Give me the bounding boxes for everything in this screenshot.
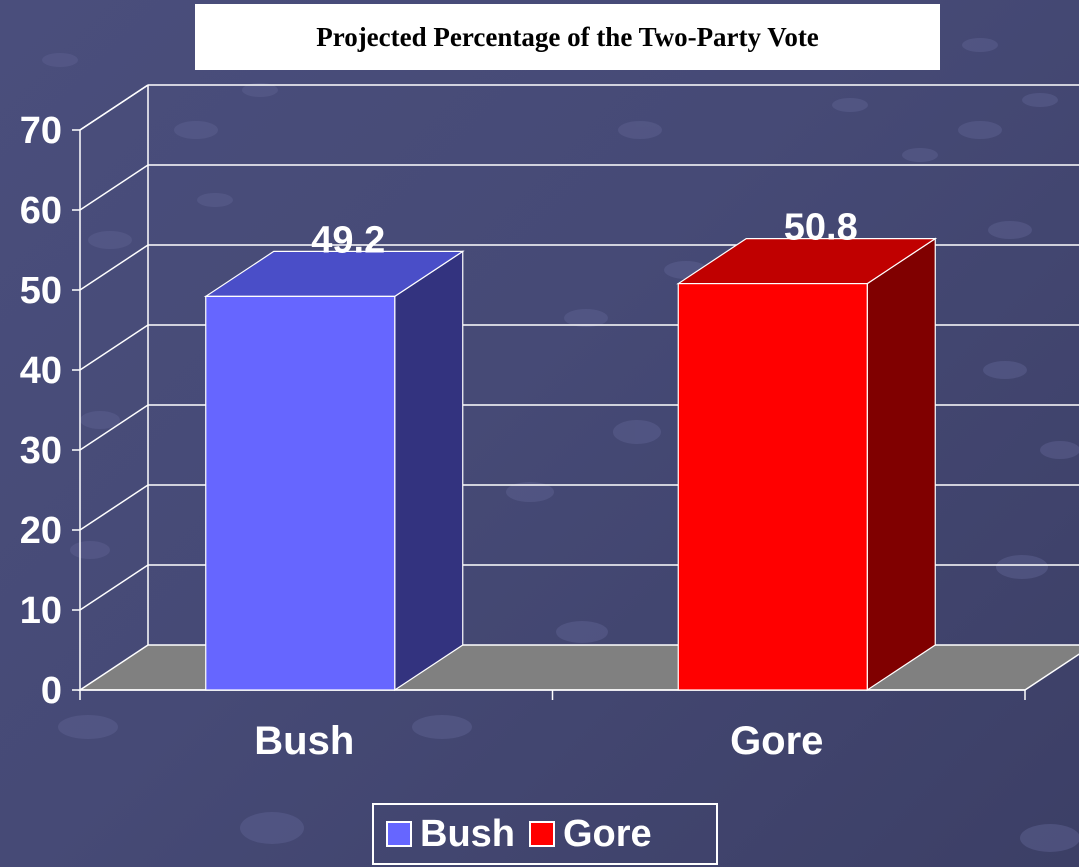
gridline-side-70 [79,84,149,131]
bar-front-bush [205,295,396,691]
category-axis-labels: Bush Gore [254,719,823,763]
y-tick-label: 40 [20,350,62,392]
legend-swatch-gore [529,821,555,847]
chart-title-text: Projected Percentage of the Two-Party Vo… [316,21,819,52]
gridline-side-50 [79,244,149,291]
chart-legend: Bush Gore [372,803,718,865]
data-labels: 49.2 50.8 [311,207,857,262]
gridline-side-10 [79,564,149,611]
gridline-side-40 [79,324,149,371]
y-tick-label: 0 [41,670,62,712]
y-tick-label: 70 [20,110,62,152]
bar-bush [203,250,465,692]
category-label-gore: Gore [730,719,823,763]
data-label-gore: 50.8 [784,207,858,249]
legend-swatch-bush [386,821,412,847]
bar-gore [676,237,938,692]
legend-item-gore: Gore [529,813,652,856]
y-tick-label: 10 [20,590,62,632]
category-label-bush: Bush [254,719,354,763]
bars [203,237,938,692]
chart-title: Projected Percentage of the Two-Party Vo… [195,4,940,70]
bar-front-gore [677,283,868,691]
gridline-side-30 [79,404,149,451]
gridline-side-60 [79,164,149,211]
plot-back-wall [79,84,149,645]
legend-label-gore: Gore [563,812,652,855]
y-tick-label: 30 [20,430,62,472]
bar-side-gore [866,237,936,692]
gridline-side-20 [79,484,149,531]
value-axis-ticks: 0 10 20 30 40 50 60 70 [20,110,62,712]
y-tick-label: 60 [20,190,62,232]
bar-side-bush [394,250,464,692]
data-label-bush: 49.2 [311,219,385,261]
legend-label-bush: Bush [420,812,515,855]
y-tick-label: 20 [20,510,62,552]
legend-item-bush: Bush [386,813,515,856]
y-tick-label: 50 [20,270,62,312]
